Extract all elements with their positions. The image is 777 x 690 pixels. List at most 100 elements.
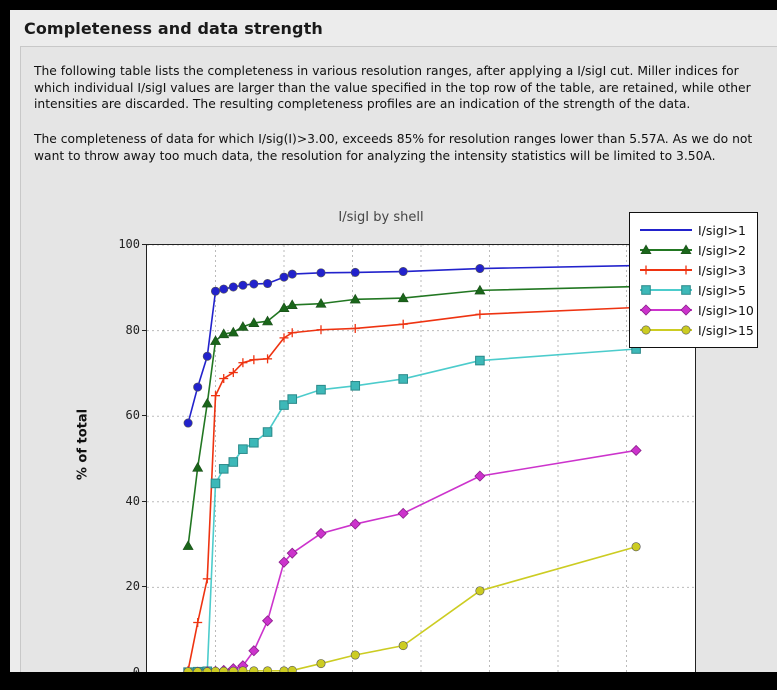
series-line-0	[187, 264, 637, 424]
data-point	[193, 667, 203, 672]
data-point	[219, 284, 229, 294]
marker-circle	[249, 666, 259, 672]
y-tick-label: 40	[125, 493, 140, 508]
data-point	[228, 666, 238, 672]
data-point	[262, 315, 274, 326]
data-point	[315, 298, 327, 308]
marker-diamond	[630, 444, 642, 457]
data-point	[287, 269, 297, 279]
content-card: The following table lists the completene…	[20, 46, 777, 672]
data-point	[398, 267, 408, 277]
legend-label: I/sigI>15	[698, 322, 754, 338]
completeness-chart: I/sigI by shell % of total High resoluti…	[71, 182, 777, 672]
legend-item-4[interactable]: I/sigI>10	[630, 300, 757, 320]
marker-circle	[219, 284, 229, 294]
marker-triangle	[237, 321, 249, 331]
marker-circle	[211, 666, 220, 672]
legend-item-0[interactable]: I/sigI>1	[630, 220, 757, 240]
data-point	[350, 267, 360, 277]
marker-circle	[193, 382, 203, 392]
intro-paragraph: The following table lists the completene…	[34, 64, 751, 111]
data-point	[286, 299, 298, 309]
marker-circle	[475, 264, 485, 274]
marker-square	[228, 457, 239, 467]
data-point	[350, 323, 360, 333]
data-point	[279, 666, 289, 672]
data-point	[263, 354, 273, 364]
data-point	[238, 280, 248, 290]
data-point	[238, 444, 248, 454]
marker-triangle	[192, 461, 204, 472]
data-point	[287, 394, 298, 404]
data-point	[211, 391, 220, 401]
plot-svg	[147, 245, 695, 672]
legend-item-5[interactable]: I/sigI>15	[630, 320, 757, 340]
data-point	[475, 264, 485, 274]
marker-square	[210, 478, 221, 489]
legend-swatch-icon	[638, 242, 694, 258]
marker-circle	[183, 418, 193, 428]
data-point	[210, 478, 221, 489]
data-point	[218, 464, 229, 474]
data-point	[287, 328, 297, 338]
data-point	[249, 279, 259, 289]
legend-item-2[interactable]: I/sigI>3	[630, 260, 757, 280]
marker-circle	[238, 666, 248, 672]
legend-swatch-icon	[638, 282, 694, 298]
legend-label: I/sigI>1	[698, 222, 746, 238]
marker-circle	[475, 586, 485, 596]
data-point	[262, 427, 273, 437]
marker-circle	[249, 279, 259, 289]
data-point	[279, 272, 289, 282]
page-title: Completeness and data strength	[24, 19, 323, 38]
data-point	[398, 641, 408, 651]
marker-diamond	[248, 645, 260, 657]
legend-label: I/sigI>10	[698, 302, 754, 318]
data-point	[474, 284, 486, 295]
legend-label: I/sigI>2	[698, 242, 746, 258]
series-line-3	[188, 348, 637, 672]
marker-circle	[641, 325, 651, 335]
marker-square	[249, 437, 259, 448]
chart-title: I/sigI by shell	[338, 210, 424, 225]
data-point	[630, 444, 642, 457]
data-point	[227, 326, 239, 337]
marker-triangle	[262, 315, 274, 326]
marker-diamond	[397, 507, 409, 519]
data-point	[316, 384, 326, 395]
marker-circle	[287, 269, 297, 279]
data-point	[681, 325, 691, 335]
legend-swatch-icon	[638, 262, 694, 278]
marker-square	[262, 427, 273, 437]
data-point	[475, 586, 485, 596]
data-point	[261, 615, 274, 627]
data-point	[286, 547, 298, 559]
legend-label: I/sigI>5	[698, 282, 746, 298]
marker-square	[641, 285, 651, 295]
data-point	[238, 358, 248, 368]
marker-triangle	[286, 299, 298, 309]
data-point	[680, 244, 692, 255]
marker-circle	[228, 282, 238, 292]
data-point	[640, 244, 652, 255]
marker-triangle	[227, 326, 239, 337]
data-point	[202, 574, 212, 584]
marker-square	[475, 355, 485, 366]
legend-item-1[interactable]: I/sigI>2	[630, 240, 757, 260]
marker-square	[398, 374, 408, 384]
marker-circle	[681, 325, 691, 335]
series-line-1	[187, 285, 637, 546]
legend-item-3[interactable]: I/sigI>5	[630, 280, 757, 300]
data-point	[397, 507, 409, 519]
legend-swatch-icon	[638, 302, 694, 318]
marker-diamond	[315, 527, 327, 540]
y-tick-mark	[142, 415, 147, 417]
marker-circle	[263, 666, 273, 672]
data-point	[640, 304, 652, 316]
data-point	[248, 645, 260, 657]
data-point	[398, 319, 408, 329]
y-tick-mark	[142, 500, 147, 502]
marker-triangle	[315, 298, 327, 308]
data-point	[238, 666, 248, 672]
data-point	[211, 666, 220, 672]
